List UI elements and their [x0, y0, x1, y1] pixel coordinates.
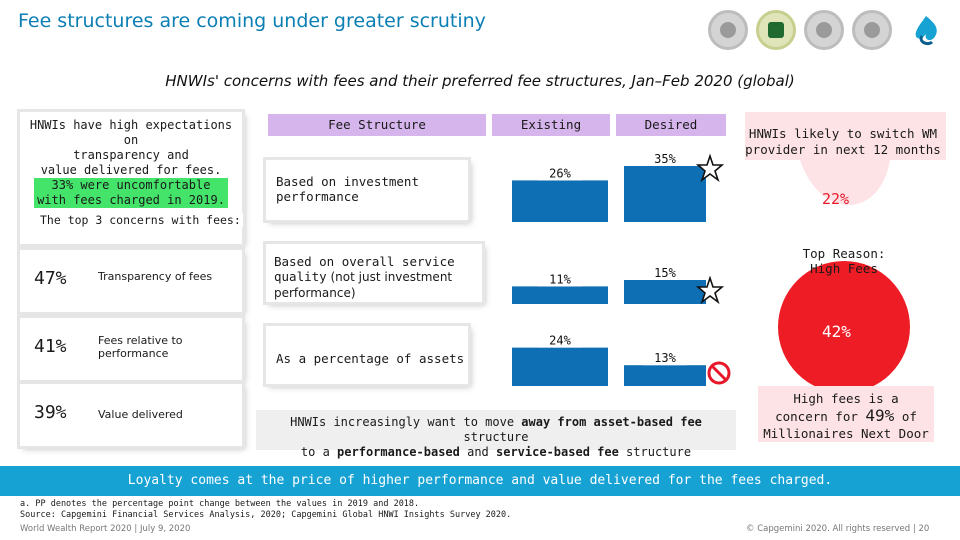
high-fees-line-1: High fees is a: [793, 391, 899, 406]
expectations-line-1: HNWIs have high expectations on: [29, 118, 233, 147]
row-card-assets: [266, 326, 468, 384]
partner-logos: [708, 8, 958, 52]
bar-label-existing-1: 11%: [549, 272, 571, 286]
top-reason-label: Top Reason: High Fees: [770, 246, 918, 276]
bar-label-bg: [538, 331, 582, 348]
top-reason-circle: [778, 261, 910, 393]
row-label-service: Based on overall service quality (not ju…: [274, 254, 484, 301]
row-card-service: [266, 244, 482, 302]
footer-copyright: © Capgemini 2020. All rights reserved | …: [746, 524, 930, 534]
concern-label: Transparency of fees: [98, 270, 213, 283]
bar-label-bg: [538, 270, 582, 287]
seal-logo-1: [708, 10, 748, 50]
switch-provider-label: HNWIs likely to switch WM provider in ne…: [745, 126, 941, 157]
move-note-1b: away from asset-based fee: [521, 415, 702, 429]
bar-existing-1: [512, 286, 608, 304]
seal-logo-3: [804, 10, 844, 50]
switch-pct: 22%: [822, 190, 850, 208]
move-note-2e: structure: [618, 445, 692, 459]
high-fees-line-2a: concern for: [775, 409, 866, 424]
bar-label-bg: [538, 164, 582, 181]
row-label-service-strong: Based on overall service quality: [274, 254, 455, 284]
move-note-1c: structure: [463, 430, 529, 444]
row-label-service-rest: (not just investment performance): [274, 270, 453, 300]
concern-pct: 39%: [34, 402, 67, 423]
prohibited-icon: [707, 361, 731, 385]
concern-card-value: 39% Value delivered: [20, 384, 242, 446]
top-reason-pct: 42%: [822, 322, 851, 341]
row-card-investment: [266, 160, 468, 220]
row-label-investment: Based on investment performance: [276, 174, 419, 204]
move-note-2a: to a: [300, 445, 338, 459]
move-note-1a: HNWIs increasingly want to move: [290, 415, 522, 429]
top-reason-line-2: High Fees: [810, 261, 878, 276]
bar-existing-2: [512, 347, 608, 386]
bar-label-existing-2: 24%: [549, 334, 571, 348]
bar-desired-2: [624, 365, 706, 386]
header-fee-structure: Fee Structure: [268, 114, 486, 136]
expectations-line-2: transparency and: [73, 148, 189, 162]
chart-subtitle: HNWIs' concerns with fees and their pref…: [165, 72, 795, 90]
bar-label-desired-1: 15%: [654, 266, 676, 280]
page-title: Fee structures are coming under greater …: [18, 10, 486, 32]
bar-label-desired-2: 13%: [654, 351, 676, 365]
bar-desired-1: [624, 280, 706, 304]
star-icon: [695, 153, 725, 183]
footer-report: World Wealth Report 2020 | July 9, 2020: [20, 524, 191, 534]
concern-label: Value delivered: [98, 408, 183, 421]
row-label-assets: As a percentage of assets: [276, 351, 465, 366]
star-icon: [695, 275, 725, 305]
bar-label-existing-0: 26%: [549, 166, 571, 180]
uncomfortable-highlight: 33% were uncomfortable with fees charged…: [34, 178, 228, 208]
bar-desired-0: [624, 166, 706, 222]
footnote-source: Source: Capgemini Financial Services Ana…: [20, 510, 512, 520]
concern-card-performance: 41% Fees relative to performance: [20, 318, 242, 380]
expectations-line-3: value delivered for fees.: [40, 163, 222, 177]
move-note-line-1: HNWIs increasingly want to move away fro…: [256, 415, 736, 445]
concern-card-transparency: 47% Transparency of fees: [20, 250, 242, 312]
concern-pct: 41%: [34, 336, 67, 357]
move-note: HNWIs increasingly want to move away fro…: [256, 410, 736, 459]
top3-label: The top 3 concerns with fees:: [38, 213, 243, 227]
concern-pct: 47%: [34, 268, 67, 289]
footnote-pp: a. PP denotes the percentage point chang…: [20, 499, 420, 509]
bar-label-bg: [643, 264, 687, 280]
seal-logo-4: [852, 10, 892, 50]
switch-bubble-shape: [745, 112, 946, 205]
bar-label-desired-0: 35%: [654, 152, 676, 166]
header-desired: Desired: [616, 114, 726, 136]
move-note-line-2: to a performance-based and service-based…: [256, 445, 736, 460]
high-fees-line-3: Millionaires Next Door: [763, 426, 929, 441]
move-note-2c: and: [459, 445, 496, 459]
high-fees-box: High fees is a concern for 49% of Millio…: [758, 386, 934, 442]
move-note-2d: service-based fee: [496, 445, 619, 459]
high-fees-big: 49%: [865, 406, 895, 425]
capgemini-spade-logo: [915, 16, 937, 46]
high-fees-line-2b: of: [894, 409, 917, 424]
concern-label: Fees relative to performance: [98, 334, 183, 360]
bar-label-bg: [643, 150, 687, 166]
loyalty-banner: Loyalty comes at the price of higher per…: [0, 466, 960, 496]
high-fees-line-2: concern for 49% of: [758, 407, 934, 425]
highlight-line-2: with fees charged in 2019.: [37, 193, 225, 207]
seal-logo-2: [756, 10, 796, 50]
bar-existing-0: [512, 180, 608, 222]
header-existing: Existing: [492, 114, 610, 136]
move-note-2b: performance-based: [337, 445, 460, 459]
top-reason-line-1: Top Reason:: [802, 246, 886, 261]
bar-label-bg: [643, 349, 687, 366]
highlight-line-1: 33% were uncomfortable: [51, 178, 211, 192]
